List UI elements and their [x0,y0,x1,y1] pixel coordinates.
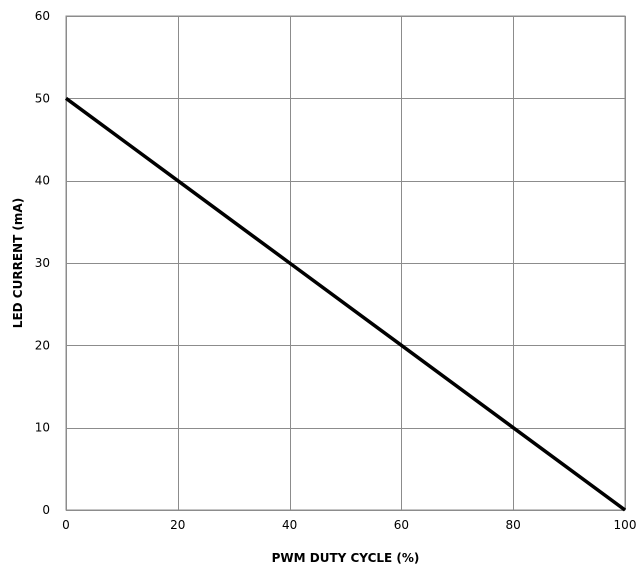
plot-area-border [65,15,626,511]
y-tick-label: 40 [35,174,50,188]
y-axis-ticks: 0 10 20 30 40 50 60 [35,9,50,517]
x-tick-label: 0 [62,518,70,532]
x-tick-label: 100 [614,518,637,532]
series-group [64,96,627,512]
grid [66,16,626,511]
x-axis-title: PWM DUTY CYCLE (%) [272,551,420,565]
y-axis-title: LED CURRENT (mA) [11,198,25,328]
x-tick-label: 60 [394,518,409,532]
x-tick-label: 20 [170,518,185,532]
y-tick-label: 10 [35,421,50,435]
x-axis-ticks: 0 20 40 60 80 100 [62,518,636,532]
y-tick-label: 0 [42,503,50,517]
y-tick-label: 60 [35,9,50,23]
y-tick-label: 30 [35,256,50,270]
x-tick-label: 40 [282,518,297,532]
y-tick-label: 20 [35,338,50,352]
series-line [64,96,627,512]
x-tick-label: 80 [506,518,521,532]
y-tick-label: 50 [35,91,50,105]
